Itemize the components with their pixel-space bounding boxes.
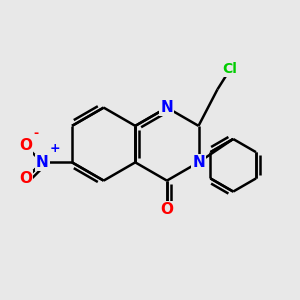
Text: O: O (19, 171, 32, 186)
Text: O: O (160, 202, 173, 217)
Text: -: - (33, 127, 38, 140)
Text: N: N (160, 100, 173, 115)
Text: +: + (50, 142, 60, 155)
Text: N: N (36, 155, 49, 170)
Text: O: O (19, 138, 32, 153)
Text: N: N (192, 155, 205, 170)
Text: Cl: Cl (223, 62, 238, 76)
